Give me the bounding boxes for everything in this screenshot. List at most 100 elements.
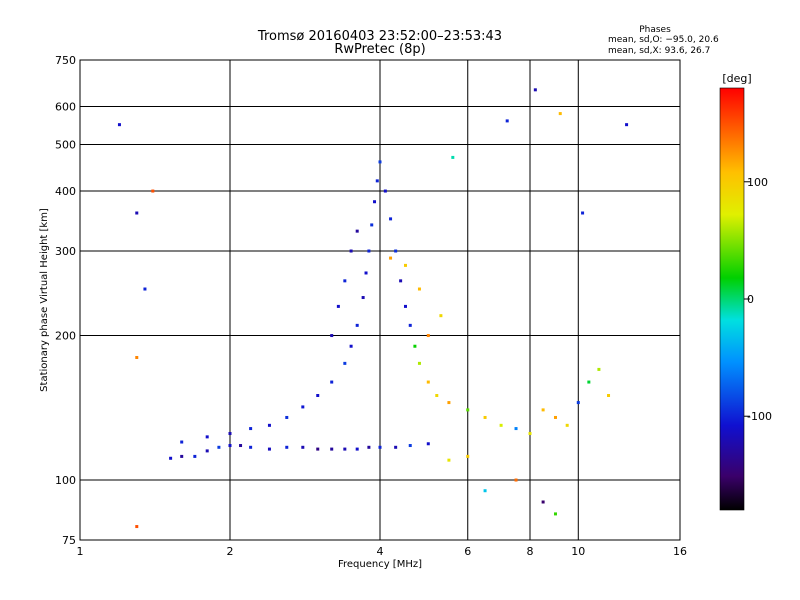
data-point [193,454,197,458]
data-point [625,123,629,127]
data-point [541,500,545,504]
x-tick-label: 1 [77,545,84,558]
data-point [151,189,155,193]
data-point [581,211,585,215]
data-point [343,447,347,451]
data-point [267,447,271,451]
data-point [408,323,412,327]
data-point [117,123,121,127]
data-point [514,427,518,431]
data-point [413,344,417,348]
data-point [483,489,487,493]
y-tick-label: 600 [55,101,76,114]
data-point [330,334,334,338]
data-point [607,394,611,398]
y-tick-label: 300 [55,245,76,258]
data-point [330,447,334,451]
x-tick-label: 8 [527,545,534,558]
data-point [349,249,353,253]
data-point [565,423,569,427]
colorbar-tick-label: 0 [747,293,754,306]
data-point [426,334,430,338]
data-point [180,440,184,444]
data-point [383,189,387,193]
data-point [451,155,455,159]
grid [80,60,680,540]
data-point [143,287,147,291]
data-point [417,361,421,365]
data-point [403,263,407,267]
data-point [528,432,532,436]
data-point [228,432,232,436]
data-point [135,355,139,359]
data-point [399,279,403,283]
data-point [361,296,365,300]
data-point [389,256,393,260]
data-point [285,445,289,449]
data-point [426,442,430,446]
data-point [364,271,368,275]
x-axis-label: Frequency [MHz] [338,559,422,570]
data-point [336,304,340,308]
chart-subtitle: RwPretec (8p) [334,42,425,57]
x-tick-label: 2 [227,545,234,558]
data-point [355,323,359,327]
data-point [343,361,347,365]
data-point [417,287,421,291]
colorbar-ticks: 100 0 -100 [744,176,772,423]
data-points [117,88,629,529]
data-point [355,229,359,233]
data-point [205,435,209,439]
y-axis: 75 100 200 300 400 500 600 750 [55,54,76,547]
data-point [249,445,253,449]
data-point [587,380,591,384]
data-point [378,160,382,164]
data-point [505,119,509,123]
data-point [343,279,347,283]
data-point [394,445,398,449]
x-tick-label: 6 [464,545,471,558]
plot-area: 1 2 4 6 8 10 16 75 100 200 300 400 500 600 750 [55,54,687,558]
data-point [349,344,353,348]
data-point [330,380,334,384]
x-axis: 1 2 4 6 8 10 16 [77,545,688,558]
data-point [389,217,393,221]
data-point [135,211,139,215]
data-point [435,394,439,398]
phases-x-line: mean, sd,X: 93.6, 26.7 [608,46,710,56]
data-point [558,112,562,116]
colorbar-title: [deg] [722,72,751,85]
data-point [403,304,407,308]
data-point [408,444,412,448]
data-point [285,415,289,419]
data-point [249,427,253,431]
data-point [316,394,320,398]
data-point [370,223,374,227]
y-tick-label: 75 [62,534,76,547]
data-point [378,445,382,449]
data-point [541,408,545,412]
data-point [426,380,430,384]
data-point [367,249,371,253]
data-point [499,423,503,427]
data-point [394,249,398,253]
data-point [316,447,320,451]
data-point [239,444,243,448]
data-point [576,401,580,405]
data-point [553,415,557,419]
y-tick-label: 200 [55,330,76,343]
data-point [301,405,305,409]
data-point [514,478,518,482]
data-point [205,449,209,453]
phases-title: Phases [639,25,671,35]
data-point [466,454,470,458]
phases-o-line: mean, sd,O: −95.0, 20.6 [608,35,719,45]
colorbar: [deg] 100 0 -100 [719,72,772,511]
data-point [367,445,371,449]
data-point [533,88,537,92]
data-point [169,456,173,460]
data-point [180,454,184,458]
data-point [447,458,451,462]
colorbar-tick-label: -100 [747,410,772,423]
data-point [355,447,359,451]
